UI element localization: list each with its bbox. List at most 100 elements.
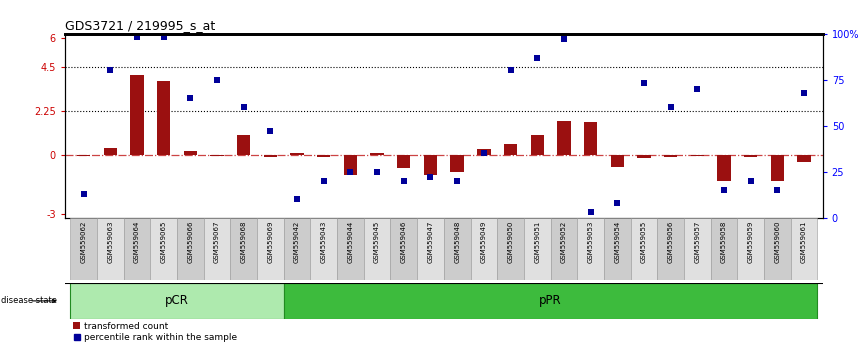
Bar: [397, 155, 410, 168]
Text: GSM559068: GSM559068: [241, 221, 247, 263]
Bar: [604, 218, 630, 280]
Bar: [97, 218, 124, 280]
Point: [744, 178, 758, 184]
Point: [344, 169, 358, 175]
Bar: [737, 218, 764, 280]
Bar: [344, 155, 357, 175]
Text: GDS3721 / 219995_s_at: GDS3721 / 219995_s_at: [65, 19, 215, 33]
Bar: [157, 81, 171, 155]
Bar: [744, 155, 758, 157]
Point: [637, 80, 651, 86]
Point: [263, 129, 277, 134]
Bar: [584, 122, 598, 155]
Point: [103, 68, 117, 73]
Point: [690, 86, 704, 92]
Bar: [637, 155, 650, 158]
Bar: [151, 218, 177, 280]
Bar: [230, 218, 257, 280]
Bar: [611, 155, 624, 167]
Bar: [630, 218, 657, 280]
Text: GSM559053: GSM559053: [587, 221, 593, 263]
Bar: [130, 75, 144, 155]
Bar: [364, 218, 391, 280]
Bar: [798, 155, 811, 162]
Text: GSM559062: GSM559062: [81, 221, 87, 263]
Point: [157, 34, 171, 40]
Text: GSM559065: GSM559065: [161, 221, 166, 263]
Bar: [417, 218, 443, 280]
Text: GSM559050: GSM559050: [507, 221, 514, 263]
Bar: [423, 155, 437, 175]
Bar: [557, 121, 571, 155]
Bar: [70, 283, 284, 319]
Bar: [391, 218, 417, 280]
Text: GSM559055: GSM559055: [641, 221, 647, 263]
Text: GSM559042: GSM559042: [294, 221, 301, 263]
Bar: [711, 218, 737, 280]
Legend: transformed count, percentile rank within the sample: transformed count, percentile rank withi…: [69, 318, 241, 346]
Bar: [184, 151, 197, 155]
Point: [797, 90, 811, 95]
Point: [184, 95, 197, 101]
Point: [77, 191, 91, 196]
Point: [210, 77, 224, 82]
Text: GSM559066: GSM559066: [187, 221, 193, 263]
Bar: [504, 144, 517, 155]
Text: GSM559046: GSM559046: [401, 221, 407, 263]
Bar: [77, 155, 90, 156]
Text: GSM559043: GSM559043: [320, 221, 326, 263]
Bar: [771, 155, 784, 181]
Bar: [443, 218, 470, 280]
Bar: [450, 155, 464, 172]
Text: GSM559063: GSM559063: [107, 221, 113, 263]
Text: GSM559045: GSM559045: [374, 221, 380, 263]
Bar: [290, 153, 304, 155]
Bar: [657, 218, 684, 280]
Point: [771, 187, 785, 193]
Text: GSM559059: GSM559059: [747, 221, 753, 263]
Bar: [177, 218, 204, 280]
Text: GSM559049: GSM559049: [481, 221, 487, 263]
Text: GSM559058: GSM559058: [721, 221, 727, 263]
Point: [130, 34, 144, 40]
Text: GSM559061: GSM559061: [801, 221, 807, 263]
Bar: [524, 218, 551, 280]
Text: pCR: pCR: [165, 295, 189, 307]
Point: [423, 175, 437, 180]
Bar: [264, 155, 277, 157]
Bar: [684, 218, 711, 280]
Text: GSM559048: GSM559048: [454, 221, 460, 263]
Point: [370, 169, 384, 175]
Point: [663, 104, 677, 110]
Bar: [104, 148, 117, 155]
Text: GSM559069: GSM559069: [268, 221, 274, 263]
Point: [717, 187, 731, 193]
Point: [504, 68, 518, 73]
Bar: [690, 155, 704, 156]
Text: GSM559056: GSM559056: [668, 221, 674, 263]
Bar: [664, 155, 677, 157]
Text: GSM559052: GSM559052: [561, 221, 567, 263]
Point: [477, 150, 491, 156]
Bar: [284, 218, 310, 280]
Bar: [210, 155, 223, 156]
Bar: [310, 218, 337, 280]
Point: [450, 178, 464, 184]
Text: GSM559067: GSM559067: [214, 221, 220, 263]
Point: [611, 200, 624, 206]
Bar: [791, 218, 818, 280]
Bar: [470, 218, 497, 280]
Bar: [204, 218, 230, 280]
Bar: [477, 149, 490, 155]
Point: [397, 178, 410, 184]
Point: [317, 178, 331, 184]
Text: GSM559044: GSM559044: [347, 221, 353, 263]
Bar: [578, 218, 604, 280]
Point: [584, 209, 598, 215]
Bar: [124, 218, 151, 280]
Bar: [551, 218, 578, 280]
Text: disease state: disease state: [2, 296, 57, 306]
Text: GSM559064: GSM559064: [134, 221, 140, 263]
Bar: [257, 218, 284, 280]
Point: [530, 55, 544, 61]
